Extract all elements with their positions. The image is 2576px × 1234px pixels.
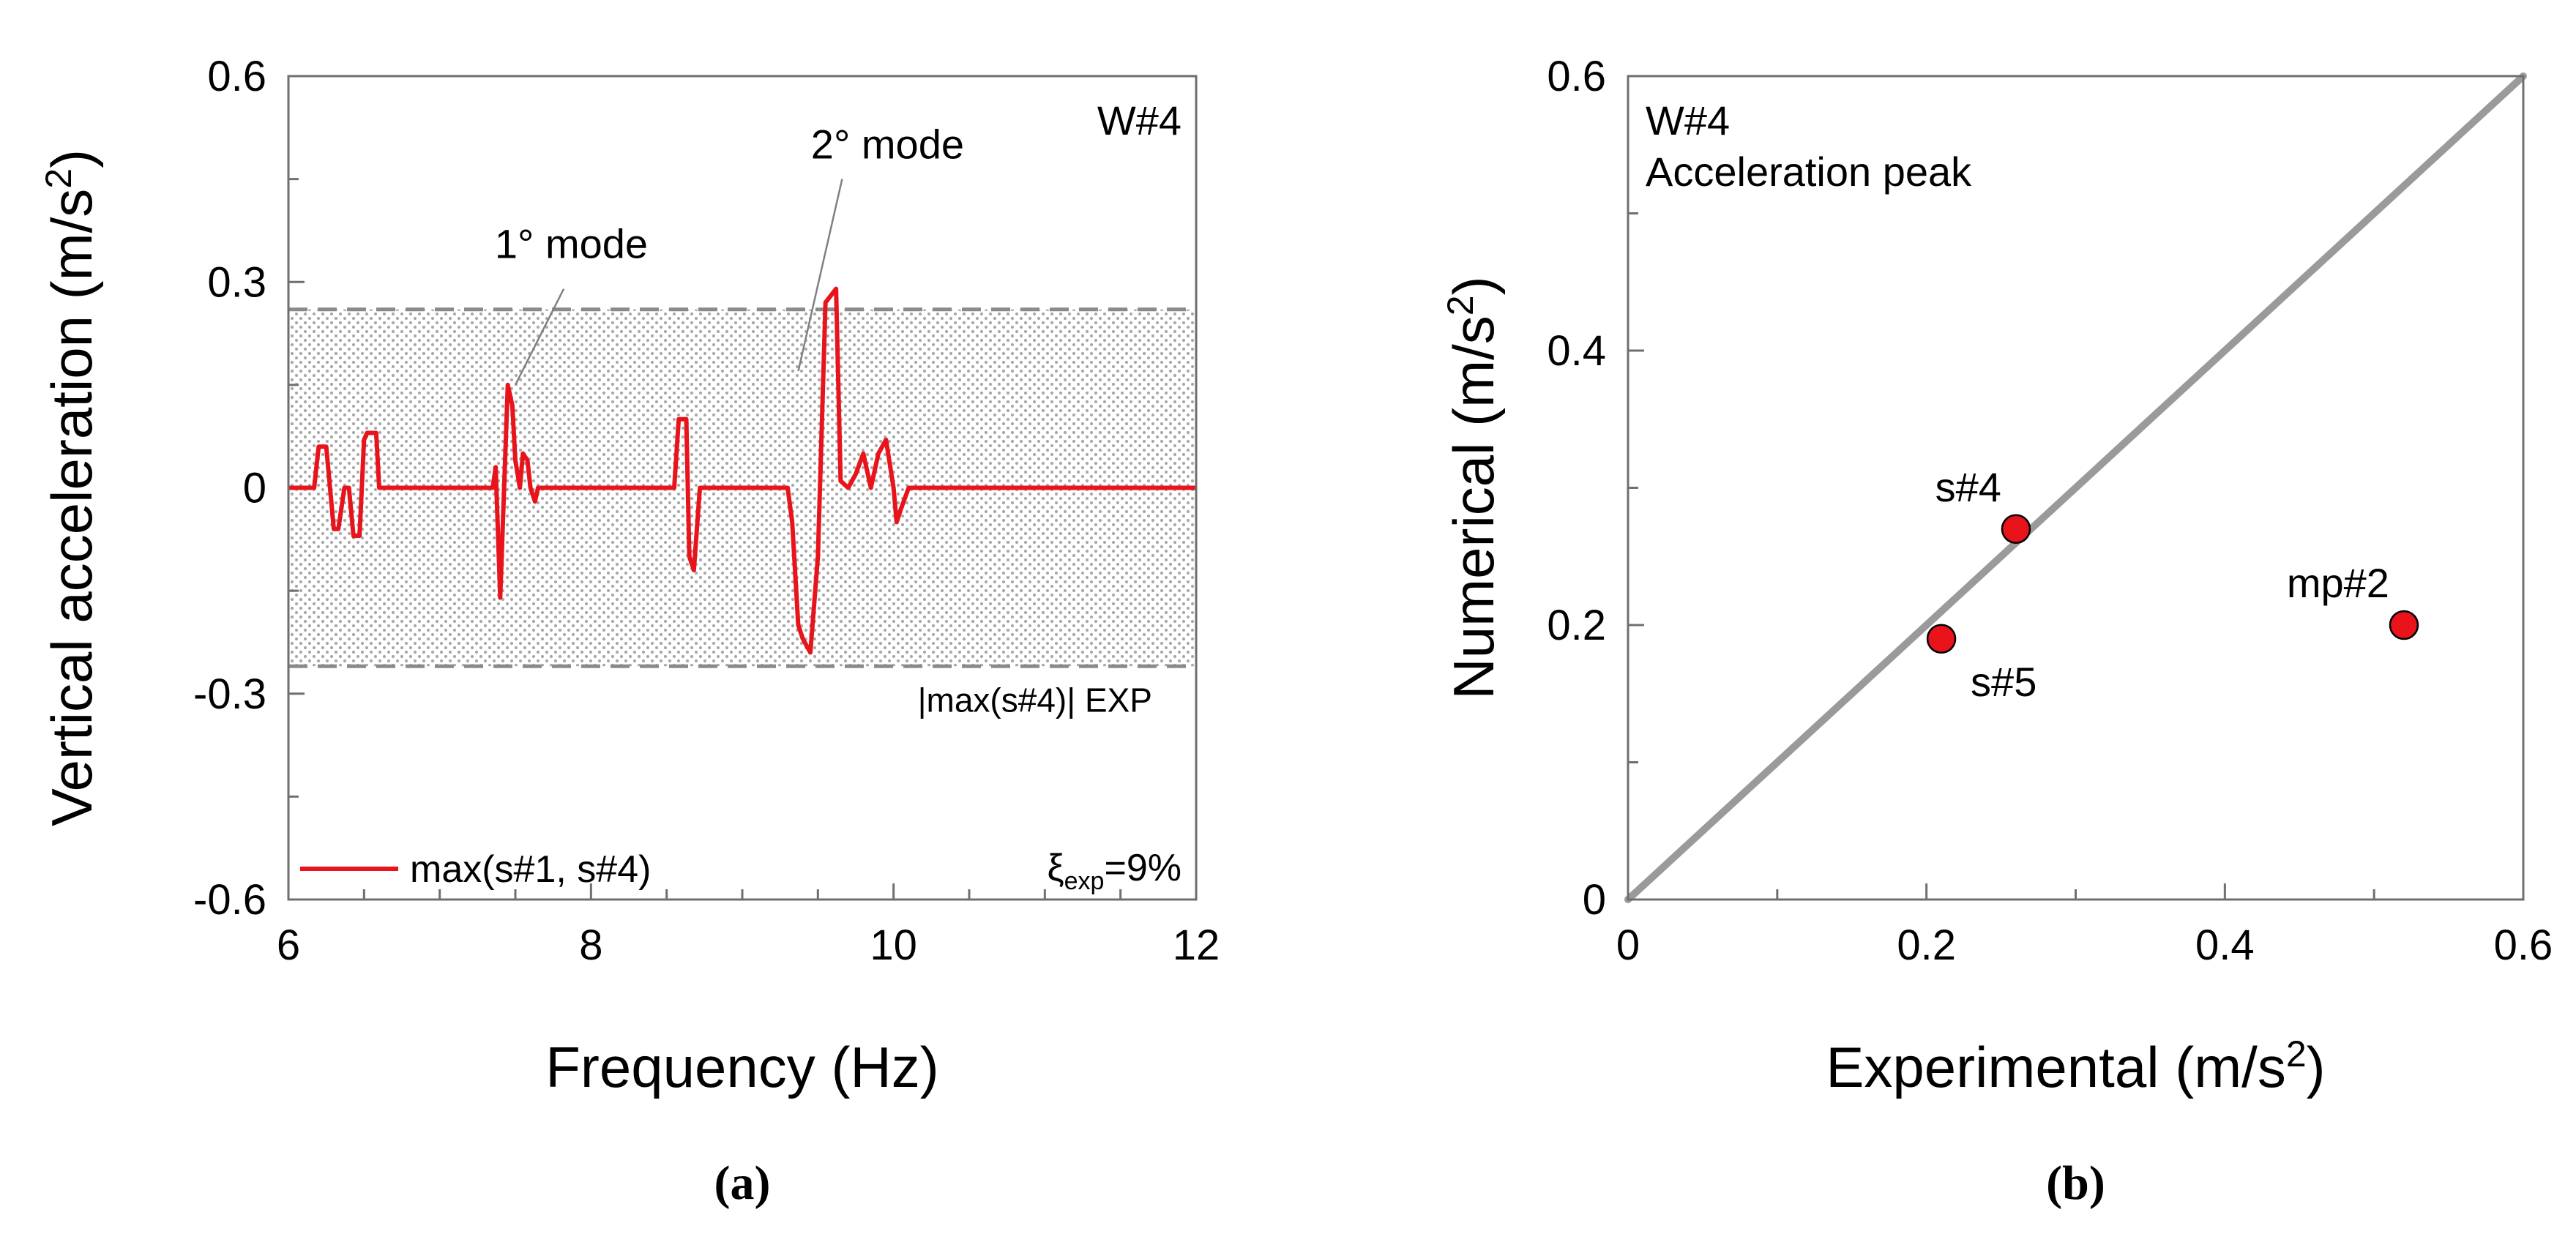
panel-a-corner-label: W#4 xyxy=(1097,97,1181,143)
annotation-leader-line-mode-1 xyxy=(514,288,565,386)
panel-a-x-axis-label: Frequency (Hz) xyxy=(545,1035,938,1099)
y-axis-label-text: Vertical acceleration (m/s xyxy=(40,189,104,826)
panel-b-y-tick-labels: 0 0.2 0.4 0.6 xyxy=(1547,53,1606,924)
x-axis-label-superscript: 2 xyxy=(2286,1033,2307,1074)
x-tick-label: 0 xyxy=(1616,921,1640,969)
panel-a-plot-frame xyxy=(287,75,1198,901)
x-tick-label: 10 xyxy=(870,921,917,969)
one-to-one-reference-line xyxy=(1624,72,2527,903)
panel-b-x-tick-labels: 0 0.2 0.4 0.6 xyxy=(1616,921,2553,969)
panel-b-scatter-chart: s#4 s#5 mp#2 0 0.2 0.4 0.6 0 0.2 0.4 0.6 Experim… xyxy=(1440,53,2553,1210)
y-axis-label-close: ) xyxy=(40,149,104,168)
panel-a-line-chart: 0.6 0.3 0 -0.3 -0.6 6 8 10 12 Frequency (Hz) Ve… xyxy=(38,53,1220,1210)
panel-a-y-tick-labels: 0.6 0.3 0 -0.3 -0.6 xyxy=(193,53,266,924)
panel-b-caption: (b) xyxy=(2046,1156,2105,1210)
y-tick-label: 0 xyxy=(243,465,266,512)
panel-b-points: s#4 s#5 mp#2 xyxy=(1926,464,2419,705)
y-tick-label: 0.6 xyxy=(207,53,266,100)
y-tick-label: 0.6 xyxy=(1547,53,1606,100)
y-tick-label: 0.3 xyxy=(207,258,266,306)
panel-b-x-axis-label: Experimental (m/s2) xyxy=(1826,1033,2325,1099)
point-label: s#5 xyxy=(1971,659,2036,705)
x-axis-label-text: Experimental (m/s xyxy=(1826,1035,2286,1099)
x-tick-label: 8 xyxy=(579,921,602,969)
panel-b-title-line-2: Acceleration peak xyxy=(1646,149,1972,195)
x-tick-label: 6 xyxy=(277,921,300,969)
damping-value: =9% xyxy=(1104,847,1181,889)
panel-b-plot-frame xyxy=(1627,75,2525,901)
damping-subscript: exp xyxy=(1064,867,1105,895)
y-tick-label: 0.2 xyxy=(1547,602,1606,649)
damping-ratio-label: ξexp=9% xyxy=(1047,847,1181,895)
annotation-leader-line-mode-2 xyxy=(797,179,843,372)
x-tick-label: 0.6 xyxy=(2494,921,2553,969)
point-label: mp#2 xyxy=(2287,560,2389,606)
y-tick-label: 0 xyxy=(1583,876,1606,924)
annotation-mode-1: 1° mode xyxy=(495,220,648,266)
panel-a-caption: (a) xyxy=(714,1156,771,1210)
x-axis-label-close: ) xyxy=(2307,1035,2326,1099)
series-line-max-s1-s4 xyxy=(288,286,1196,655)
annotation-mode-2: 2° mode xyxy=(811,121,964,168)
panel-b-title-line-1: W#4 xyxy=(1646,97,1730,143)
scatter-point xyxy=(2001,514,2031,544)
y-tick-label: -0.6 xyxy=(193,876,266,924)
y-axis-label-text: Numerical (m/s xyxy=(1441,315,1506,699)
scatter-point xyxy=(2389,610,2419,640)
x-tick-label: 12 xyxy=(1173,921,1220,969)
y-axis-label-close: ) xyxy=(1441,276,1506,295)
band-label: |max(s#4)| EXP xyxy=(918,681,1152,719)
y-axis-label-superscript: 2 xyxy=(38,168,79,189)
y-tick-label: 0.4 xyxy=(1547,327,1606,375)
y-tick-label: -0.3 xyxy=(193,670,266,718)
damping-symbol: ξ xyxy=(1047,847,1064,889)
x-tick-label: 0.2 xyxy=(1897,921,1956,969)
y-axis-label-superscript: 2 xyxy=(1440,295,1481,315)
panel-b-y-axis-label: Numerical (m/s2) xyxy=(1440,276,1506,699)
panel-a-x-tick-labels: 6 8 10 12 xyxy=(277,921,1220,969)
legend-label: max(s#1, s#4) xyxy=(410,848,651,891)
panel-a-y-axis-label: Vertical acceleration (m/s2) xyxy=(38,149,104,826)
scatter-point xyxy=(1926,624,1957,654)
x-tick-label: 0.4 xyxy=(2195,921,2255,969)
point-label: s#4 xyxy=(1935,464,2001,510)
